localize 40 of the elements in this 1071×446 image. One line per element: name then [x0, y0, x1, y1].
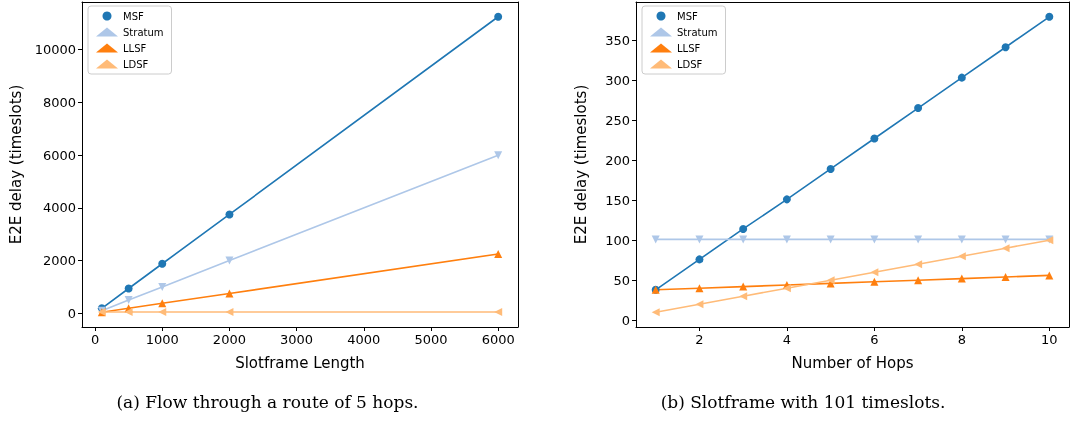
legend-label: Stratum	[123, 26, 164, 38]
y-tick-label: 150	[605, 192, 630, 208]
text: (b) Slotframe with 101 timeslots.	[660, 391, 946, 412]
legend-label: LDSF	[677, 58, 703, 70]
x-tick-label: 3000	[280, 332, 314, 347]
y-tick-label: 200	[605, 152, 630, 168]
y-axis-title: E2E delay (timeslots)	[7, 84, 26, 245]
y-tick-label: 4000	[42, 200, 76, 216]
y-axis-title: E2E delay (timeslots)	[571, 84, 590, 245]
legend-label: LLSF	[677, 42, 701, 54]
y-tick-label: 250	[605, 112, 630, 128]
x-axis-title: Number of Hops	[791, 353, 914, 372]
y-tick-label: 50	[613, 272, 630, 288]
x-tick-label: 8	[957, 332, 966, 347]
x-tick-label: 10	[1041, 332, 1058, 347]
y-tick-label: 2000	[42, 253, 76, 269]
x-tick-label: 0	[90, 332, 100, 347]
legend-label: Stratum	[677, 26, 718, 38]
legend-label: LDSF	[123, 58, 149, 70]
y-tick-label: 0	[621, 312, 630, 328]
x-tick-label: 6	[870, 332, 879, 347]
y-tick-label: 300	[605, 72, 630, 88]
legend-label: LLSF	[123, 42, 147, 54]
x-tick-label: 6000	[481, 332, 515, 347]
y-tick-label: 8000	[42, 94, 76, 110]
text: (a) Flow through a route of 5 hops.	[116, 391, 419, 412]
y-tick-label: 350	[605, 32, 630, 48]
x-tick-label: 1000	[145, 332, 179, 347]
legend-label: MSF	[123, 10, 144, 22]
legend-label: MSF	[677, 10, 698, 22]
y-tick-label: 100	[605, 232, 630, 248]
x-tick-label: 5000	[414, 332, 448, 347]
x-tick-label: 2000	[212, 332, 246, 347]
y-tick-label: 0	[67, 305, 76, 321]
y-tick-label: 10000	[34, 42, 76, 58]
x-tick-label: 2	[695, 332, 704, 347]
x-axis-title: Slotframe Length	[235, 353, 365, 372]
x-tick-label: 4000	[347, 332, 381, 347]
x-tick-label: 4	[782, 332, 792, 347]
y-tick-label: 6000	[42, 147, 76, 163]
